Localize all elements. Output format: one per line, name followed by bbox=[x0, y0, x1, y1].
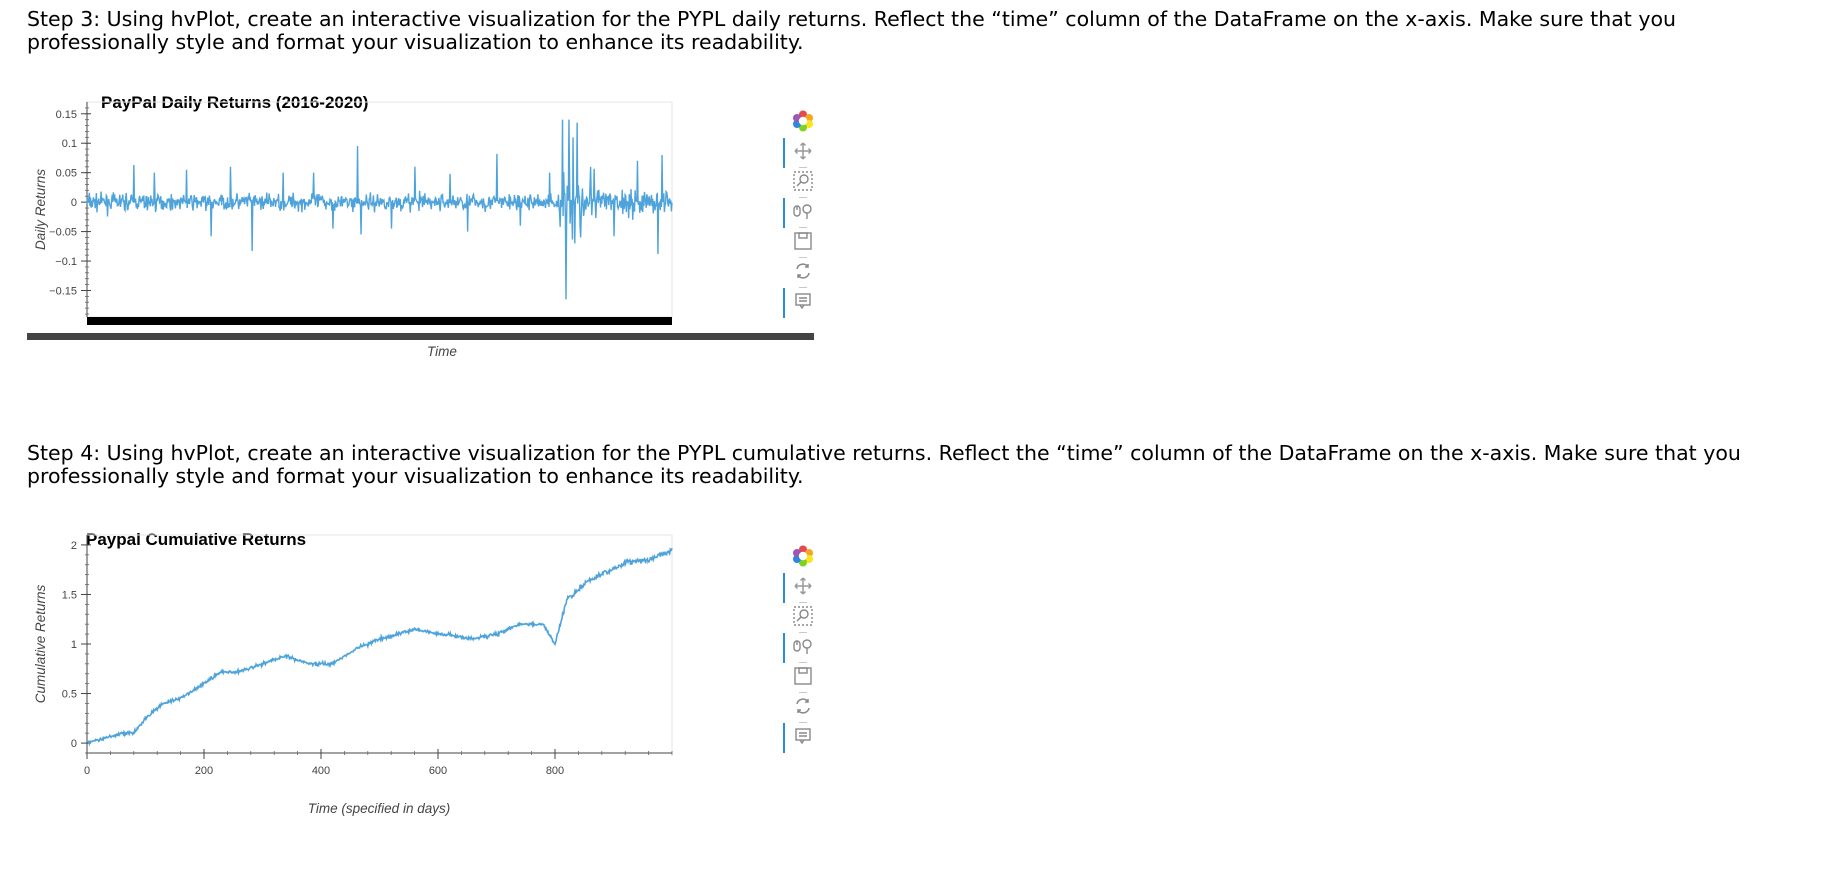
x-tick-labels-overlap bbox=[87, 317, 672, 325]
wheel-zoom-tool-button[interactable] bbox=[783, 198, 821, 228]
toolbar-separator bbox=[799, 227, 807, 228]
reset-tool-button[interactable] bbox=[785, 258, 821, 288]
reset-icon bbox=[794, 697, 812, 719]
cumulative-returns-plot[interactable]: Paypal Cumulative Returns 0 0.5 1 1.5 2 0 200 40… bbox=[27, 520, 847, 871]
box-zoom-tool-button[interactable] bbox=[785, 603, 821, 633]
plot-toolbar bbox=[783, 545, 821, 797]
toolbar-separator bbox=[799, 662, 807, 663]
cumulative-returns-line bbox=[86, 546, 673, 747]
bokeh-logo-icon bbox=[792, 545, 814, 571]
toolbar-separator bbox=[799, 722, 807, 723]
box-zoom-icon bbox=[792, 605, 814, 631]
pan-icon bbox=[793, 141, 813, 165]
x-tick-label: 800 bbox=[546, 765, 564, 777]
cumulative-returns-chart[interactable]: Paypal Cumulative Returns 0 0.5 1 1.5 2 0 200 40… bbox=[27, 520, 827, 871]
x-tick-label: 600 bbox=[429, 765, 447, 777]
bokeh-logo-tool-button bbox=[785, 543, 821, 573]
reset-icon bbox=[794, 262, 812, 284]
y-tick-label: −0.05 bbox=[49, 227, 77, 239]
save-icon bbox=[793, 666, 813, 690]
x-tick-label: 400 bbox=[312, 765, 330, 777]
wheel-zoom-tool-button[interactable] bbox=[783, 633, 821, 663]
y-tick-label: 0.05 bbox=[56, 168, 77, 180]
daily-returns-plot[interactable]: PayPal Daily Returns (2016-2020) 0.15 0.1 0… bbox=[27, 85, 847, 425]
box-zoom-tool-button[interactable] bbox=[785, 168, 821, 198]
save-tool-button[interactable] bbox=[785, 228, 821, 258]
wheel-zoom-icon bbox=[792, 201, 814, 225]
hover-icon bbox=[794, 727, 812, 749]
hover-icon bbox=[794, 292, 812, 314]
toolbar-separator bbox=[799, 632, 807, 633]
step3-instruction: Step 3: Using hvPlot, create an interact… bbox=[27, 7, 1676, 54]
y-tick-label: −0.15 bbox=[49, 285, 77, 297]
y-tick-label: 1 bbox=[71, 639, 77, 651]
toolbar-separator bbox=[799, 197, 807, 198]
daily-returns-line bbox=[86, 119, 673, 300]
save-icon bbox=[793, 231, 813, 255]
wheel-zoom-icon bbox=[792, 636, 814, 660]
x-tick-label: 0 bbox=[84, 765, 90, 777]
active-tool-indicator bbox=[783, 633, 785, 663]
toolbar-separator bbox=[799, 692, 807, 693]
y-tick-label: 0 bbox=[71, 197, 77, 209]
bokeh-logo-tool-button bbox=[785, 108, 821, 138]
y-axis-label: Daily Returns bbox=[33, 169, 48, 250]
toolbar-separator bbox=[799, 287, 807, 288]
step4-instruction: Step 4: Using hvPlot, create an interact… bbox=[27, 441, 1741, 488]
pan-icon bbox=[793, 576, 813, 600]
hover-tool-button[interactable] bbox=[783, 723, 821, 753]
x-axis-label: Time bbox=[427, 344, 457, 359]
hover-tool-button[interactable] bbox=[783, 288, 821, 318]
y-tick-label: −0.1 bbox=[55, 256, 77, 268]
y-tick-label: 0.15 bbox=[56, 109, 77, 121]
plot-frame bbox=[86, 534, 673, 754]
box-zoom-icon bbox=[792, 170, 814, 196]
toolbar-separator bbox=[799, 167, 807, 168]
x-axis-label: Time (specified in days) bbox=[308, 801, 450, 816]
active-tool-indicator bbox=[783, 723, 785, 753]
active-tool-indicator bbox=[783, 138, 785, 168]
toolbar-separator bbox=[799, 257, 807, 258]
active-tool-indicator bbox=[783, 288, 785, 318]
y-tick-label: 0 bbox=[71, 738, 77, 750]
y-tick-label: 0.1 bbox=[62, 138, 77, 150]
x-scrollbar bbox=[27, 333, 814, 340]
daily-returns-chart[interactable]: PayPal Daily Returns (2016-2020)0.150.10… bbox=[27, 85, 827, 425]
y-axis-label: Cumulative Returns bbox=[33, 584, 48, 703]
active-tool-indicator bbox=[783, 198, 785, 228]
reset-tool-button[interactable] bbox=[785, 693, 821, 723]
x-tick-label: 200 bbox=[195, 765, 213, 777]
y-tick-label: 0.5 bbox=[62, 689, 77, 701]
y-tick-label: 2 bbox=[71, 540, 77, 552]
save-tool-button[interactable] bbox=[785, 663, 821, 693]
plot-toolbar bbox=[783, 110, 821, 362]
y-tick-label: 1.5 bbox=[62, 589, 77, 601]
active-tool-indicator bbox=[783, 573, 785, 603]
toolbar-separator bbox=[799, 602, 807, 603]
bokeh-logo-icon bbox=[792, 110, 814, 136]
chart-title: Paypal Cumulative Returns bbox=[86, 530, 306, 549]
pan-tool-button[interactable] bbox=[783, 138, 821, 168]
pan-tool-button[interactable] bbox=[783, 573, 821, 603]
